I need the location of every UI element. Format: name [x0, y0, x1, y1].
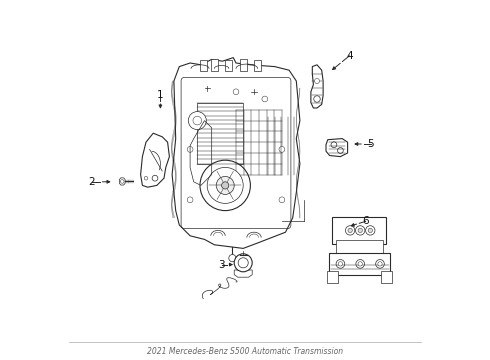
FancyBboxPatch shape — [381, 271, 392, 283]
Circle shape — [279, 197, 285, 203]
FancyBboxPatch shape — [240, 59, 247, 71]
Circle shape — [152, 175, 158, 181]
Text: 1: 1 — [157, 90, 164, 100]
Circle shape — [348, 228, 352, 233]
FancyBboxPatch shape — [225, 60, 232, 71]
Circle shape — [356, 260, 365, 268]
Circle shape — [314, 96, 320, 102]
Circle shape — [234, 254, 252, 272]
Text: 4: 4 — [346, 51, 353, 61]
Circle shape — [358, 228, 363, 233]
Text: 5: 5 — [368, 139, 374, 149]
Circle shape — [238, 258, 248, 268]
Polygon shape — [141, 133, 170, 187]
Circle shape — [187, 197, 193, 203]
Text: 2021 Mercedes-Benz S500 Automatic Transmission: 2021 Mercedes-Benz S500 Automatic Transm… — [147, 346, 343, 356]
Text: 2: 2 — [89, 177, 96, 187]
Text: 3: 3 — [218, 260, 225, 270]
Circle shape — [188, 112, 206, 130]
Polygon shape — [234, 270, 252, 277]
Polygon shape — [326, 139, 347, 157]
Circle shape — [229, 255, 236, 262]
Circle shape — [233, 89, 239, 95]
Circle shape — [338, 148, 343, 153]
Circle shape — [368, 228, 372, 233]
Circle shape — [376, 260, 384, 268]
Circle shape — [200, 160, 250, 211]
Polygon shape — [311, 65, 323, 108]
Circle shape — [221, 182, 229, 189]
Circle shape — [262, 96, 268, 102]
FancyBboxPatch shape — [336, 240, 383, 255]
Circle shape — [378, 262, 382, 266]
Circle shape — [216, 176, 234, 194]
Circle shape — [193, 116, 201, 125]
Circle shape — [279, 147, 285, 152]
FancyBboxPatch shape — [211, 59, 218, 71]
Text: 6: 6 — [362, 216, 369, 226]
FancyBboxPatch shape — [200, 60, 207, 71]
Circle shape — [331, 142, 337, 148]
FancyBboxPatch shape — [332, 217, 387, 244]
Circle shape — [345, 226, 355, 235]
Circle shape — [121, 180, 124, 183]
FancyBboxPatch shape — [328, 253, 390, 275]
Circle shape — [207, 167, 243, 203]
Circle shape — [356, 226, 365, 235]
Circle shape — [144, 176, 148, 180]
Polygon shape — [120, 178, 125, 185]
Circle shape — [315, 78, 319, 84]
Polygon shape — [172, 58, 300, 248]
Circle shape — [358, 262, 363, 266]
Circle shape — [338, 262, 343, 266]
Bar — [197, 103, 243, 164]
Circle shape — [187, 147, 193, 152]
FancyBboxPatch shape — [327, 271, 338, 283]
FancyBboxPatch shape — [254, 60, 261, 71]
Circle shape — [336, 260, 345, 268]
Circle shape — [366, 226, 375, 235]
